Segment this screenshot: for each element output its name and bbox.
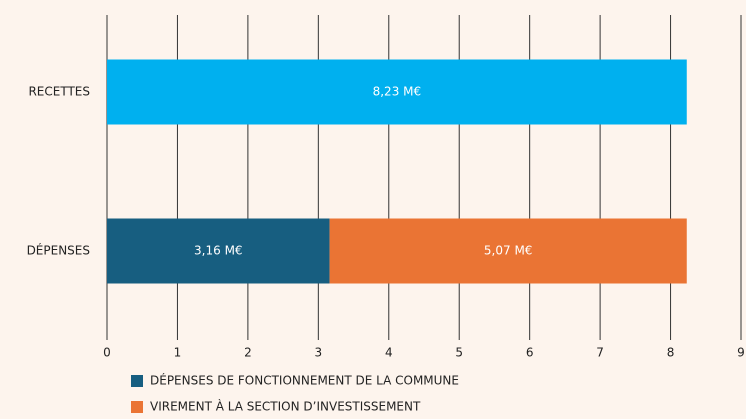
bar [107, 218, 330, 284]
bar [107, 59, 687, 125]
x-tick-label: 5 [455, 346, 463, 360]
x-tick-label: 9 [737, 346, 745, 360]
x-tick-label: 0 [103, 346, 111, 360]
x-tick-label: 8 [667, 346, 675, 360]
x-tick-label: 4 [385, 346, 393, 360]
x-tick-label: 1 [174, 346, 182, 360]
x-tick-label: 2 [244, 346, 252, 360]
bar [329, 218, 687, 284]
x-tick-label: 3 [315, 346, 323, 360]
legend-swatch [131, 375, 143, 387]
x-tick-label: 6 [526, 346, 534, 360]
x-tick-label: 7 [596, 346, 604, 360]
y-tick-label: RECETTES [28, 85, 90, 99]
legend-label: VIREMENT À LA SECTION D’INVESTISSEMENT [150, 399, 421, 414]
data-label: 3,16 M€ [194, 244, 243, 258]
legend-label: DÉPENSES DE FONCTIONNEMENT DE LA COMMUNE [150, 373, 459, 388]
data-label: 8,23 M€ [373, 85, 422, 99]
y-tick-label: DÉPENSES [27, 243, 90, 258]
data-label: 5,07 M€ [484, 244, 533, 258]
legend-swatch [131, 401, 143, 413]
